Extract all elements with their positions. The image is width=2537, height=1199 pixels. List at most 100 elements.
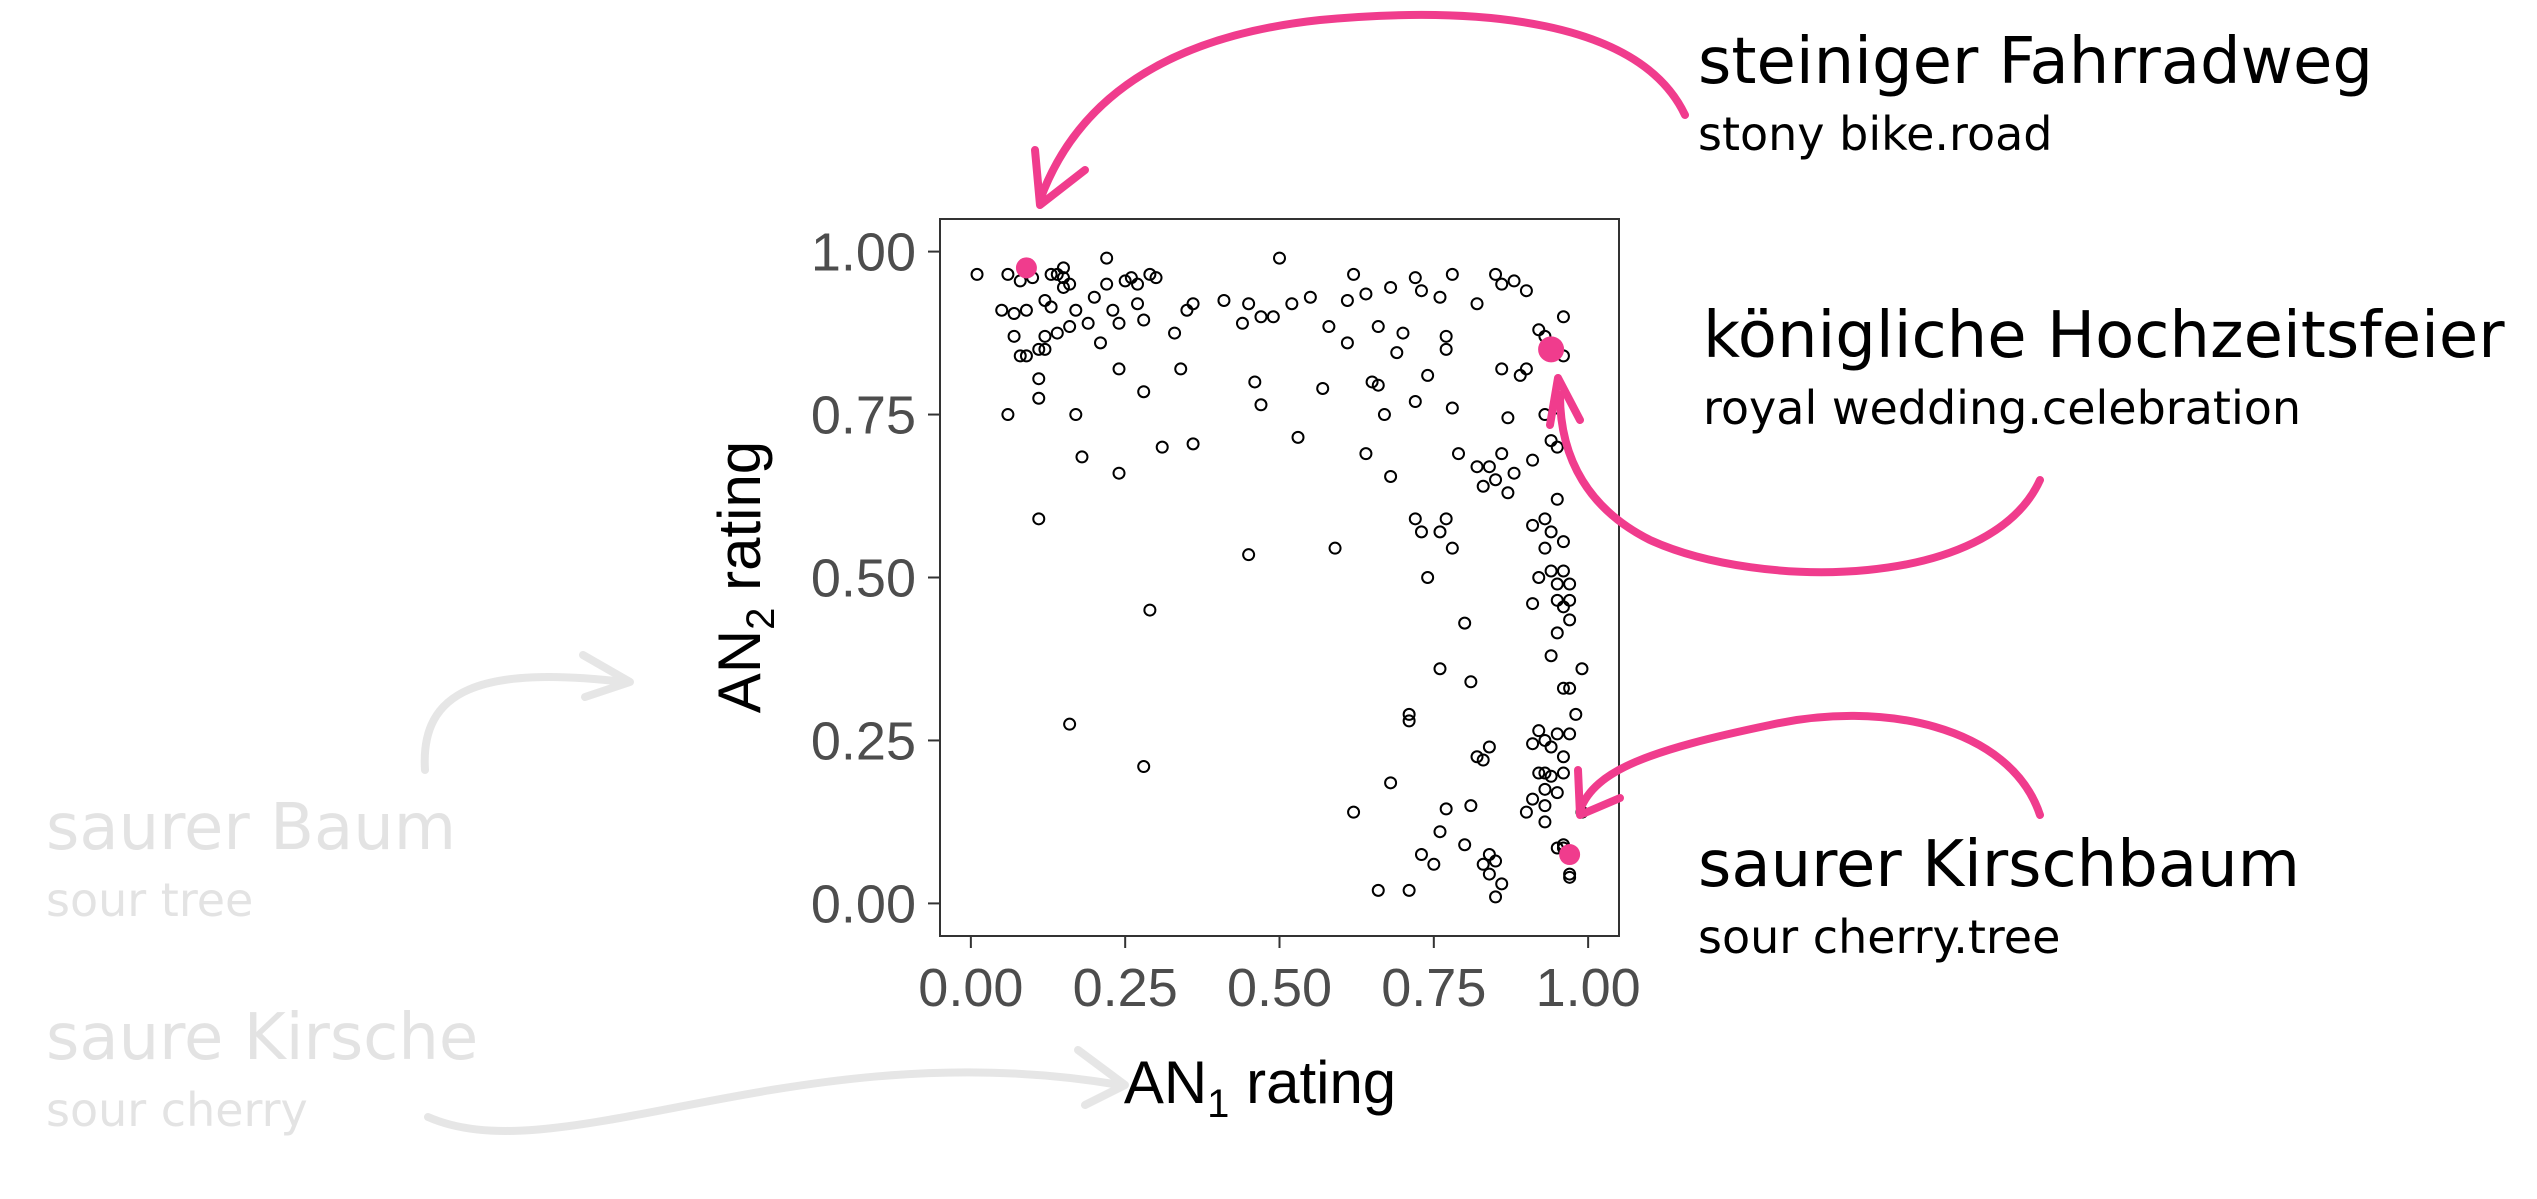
data-point [1556, 681, 1570, 695]
data-point [1476, 753, 1490, 767]
data-point [1174, 362, 1188, 376]
data-point [1439, 329, 1453, 343]
data-point [1063, 320, 1077, 334]
data-point [1019, 303, 1033, 317]
data-point [1075, 450, 1089, 464]
data-point [1377, 408, 1391, 422]
data-point [1044, 300, 1058, 314]
data-point [1445, 541, 1459, 555]
x-tick-label: 0.25 [1073, 958, 1178, 1018]
data-point [1217, 293, 1231, 307]
data-point [1063, 277, 1077, 291]
data-point [1069, 303, 1083, 317]
x-axis-label-subscript: 1 [1207, 1082, 1229, 1126]
annotation-sour-cherry: saure Kirsche sour cherry [46, 998, 478, 1142]
data-point [1316, 381, 1330, 395]
data-point [1137, 385, 1151, 399]
data-point [1038, 329, 1052, 343]
axis-labels: AN1 rating AN2 rating [706, 441, 1396, 1126]
arrow-stony-bike-road [1036, 11, 1689, 204]
data-point [1482, 460, 1496, 474]
data-point [1489, 473, 1503, 487]
data-point [1328, 541, 1342, 555]
data-point [1464, 675, 1478, 689]
data-point [1470, 297, 1484, 311]
data-point [1433, 290, 1447, 304]
data-point [1340, 336, 1354, 350]
data-point [1445, 401, 1459, 415]
data-point [1414, 525, 1428, 539]
data-point [1421, 571, 1435, 584]
data-point [1032, 512, 1046, 526]
data-point [1458, 838, 1472, 852]
data-point [1538, 512, 1552, 526]
data-point [1402, 883, 1416, 897]
y-axis-label-main: AN [706, 630, 773, 713]
data-point [1452, 447, 1466, 461]
data-point [1118, 274, 1132, 288]
data-point [1544, 649, 1558, 663]
data-point [1390, 346, 1404, 360]
data-point [1112, 362, 1126, 376]
annotation-german-word: saurer Kirschbaum [1698, 828, 2300, 902]
y-tick-label: 0.25 [811, 711, 916, 771]
y-tick-label: 0.00 [811, 874, 916, 934]
data-point [1501, 486, 1515, 500]
data-point [1464, 799, 1478, 813]
highlighted-data-point [1538, 336, 1565, 363]
data-point [1476, 857, 1490, 871]
data-point [1266, 310, 1280, 324]
data-point [1106, 303, 1120, 317]
data-point [1433, 662, 1447, 676]
x-axis-label-main: AN [1124, 1049, 1207, 1116]
annotation-gloss: sour tree [46, 873, 254, 927]
data-point [1556, 750, 1570, 764]
data-point [1384, 280, 1398, 294]
annotation-gloss: royal wedding.celebration [1703, 381, 2302, 435]
data-point [1519, 284, 1533, 298]
data-point [1155, 440, 1169, 454]
data-point [1550, 440, 1564, 454]
annotation-royal-wedding: königliche Hochzeitsfeier royal wedding.… [1703, 296, 2505, 440]
data-point [1044, 267, 1058, 281]
data-point [1550, 727, 1564, 741]
data-point [1032, 391, 1046, 405]
data-point [1526, 453, 1540, 467]
y-axis-label: AN2 rating [706, 441, 783, 713]
data-point [1495, 877, 1509, 891]
data-point [1056, 280, 1070, 294]
data-point [1489, 854, 1503, 868]
data-point [1131, 297, 1145, 311]
data-point [1100, 251, 1114, 265]
data-point [1056, 261, 1070, 275]
data-point [1384, 469, 1398, 483]
arrow-sour-cherry-tree-head [1574, 766, 1624, 819]
data-point [1538, 782, 1552, 796]
data-point [1235, 316, 1249, 330]
data-point [1421, 368, 1435, 382]
data-point [1402, 714, 1416, 728]
data-point [1433, 825, 1447, 839]
data-point [1563, 593, 1577, 607]
data-point [1532, 571, 1546, 584]
data-point [1507, 466, 1521, 480]
arrow-sour-tree-head [579, 651, 634, 701]
data-point [1100, 277, 1114, 291]
data-point [1347, 267, 1361, 281]
annotation-stony-bike-road: steiniger Fahrradweg stony bike.road [1698, 22, 2373, 166]
y-tick-label: 1.00 [811, 223, 916, 283]
data-point [1408, 271, 1422, 285]
data-point [1137, 760, 1151, 774]
data-point [1242, 548, 1256, 562]
data-point [1526, 597, 1540, 611]
data-point [1569, 707, 1583, 721]
data-point [1482, 867, 1496, 881]
data-point [1149, 271, 1163, 285]
data-point [1544, 525, 1558, 539]
data-point [1414, 848, 1428, 862]
data-point [1242, 297, 1256, 311]
data-point [1538, 766, 1552, 780]
scatter-plot: 0.00 0.25 0.50 0.75 1.00 0.00 0.25 0.50 0.75 1.00… [706, 218, 1641, 1126]
highlighted-data-point [1559, 844, 1581, 866]
data-point [1550, 786, 1564, 800]
